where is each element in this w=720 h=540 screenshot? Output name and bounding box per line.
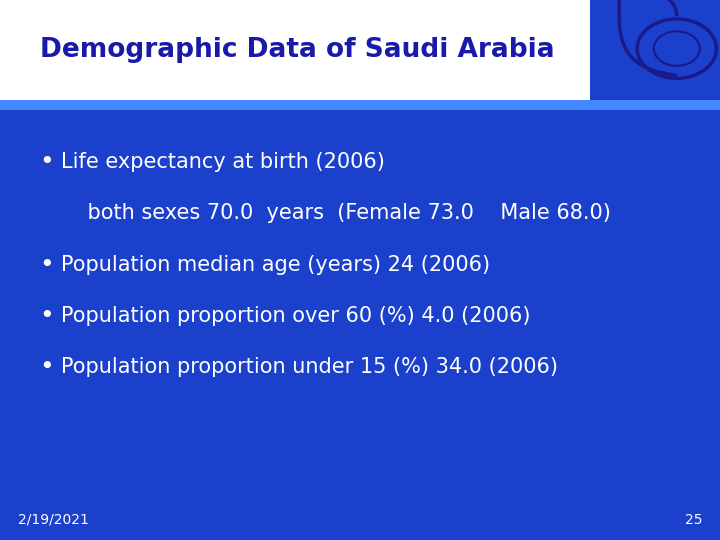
FancyBboxPatch shape (0, 100, 720, 110)
Text: •: • (40, 150, 54, 174)
Text: Population proportion over 60 (%) 4.0 (2006): Population proportion over 60 (%) 4.0 (2… (61, 306, 531, 326)
Text: Population median age (years) 24 (2006): Population median age (years) 24 (2006) (61, 254, 490, 275)
Text: 2/19/2021: 2/19/2021 (18, 512, 89, 526)
Text: Life expectancy at birth (2006): Life expectancy at birth (2006) (61, 152, 385, 172)
Text: both sexes 70.0  years  (Female 73.0    Male 68.0): both sexes 70.0 years (Female 73.0 Male … (61, 203, 611, 224)
Text: •: • (40, 253, 54, 276)
Text: •: • (40, 304, 54, 328)
Text: 25: 25 (685, 512, 702, 526)
FancyBboxPatch shape (0, 0, 590, 100)
Text: •: • (40, 355, 54, 379)
Text: Demographic Data of Saudi Arabia: Demographic Data of Saudi Arabia (40, 37, 554, 63)
Text: Population proportion under 15 (%) 34.0 (2006): Population proportion under 15 (%) 34.0 … (61, 357, 558, 377)
